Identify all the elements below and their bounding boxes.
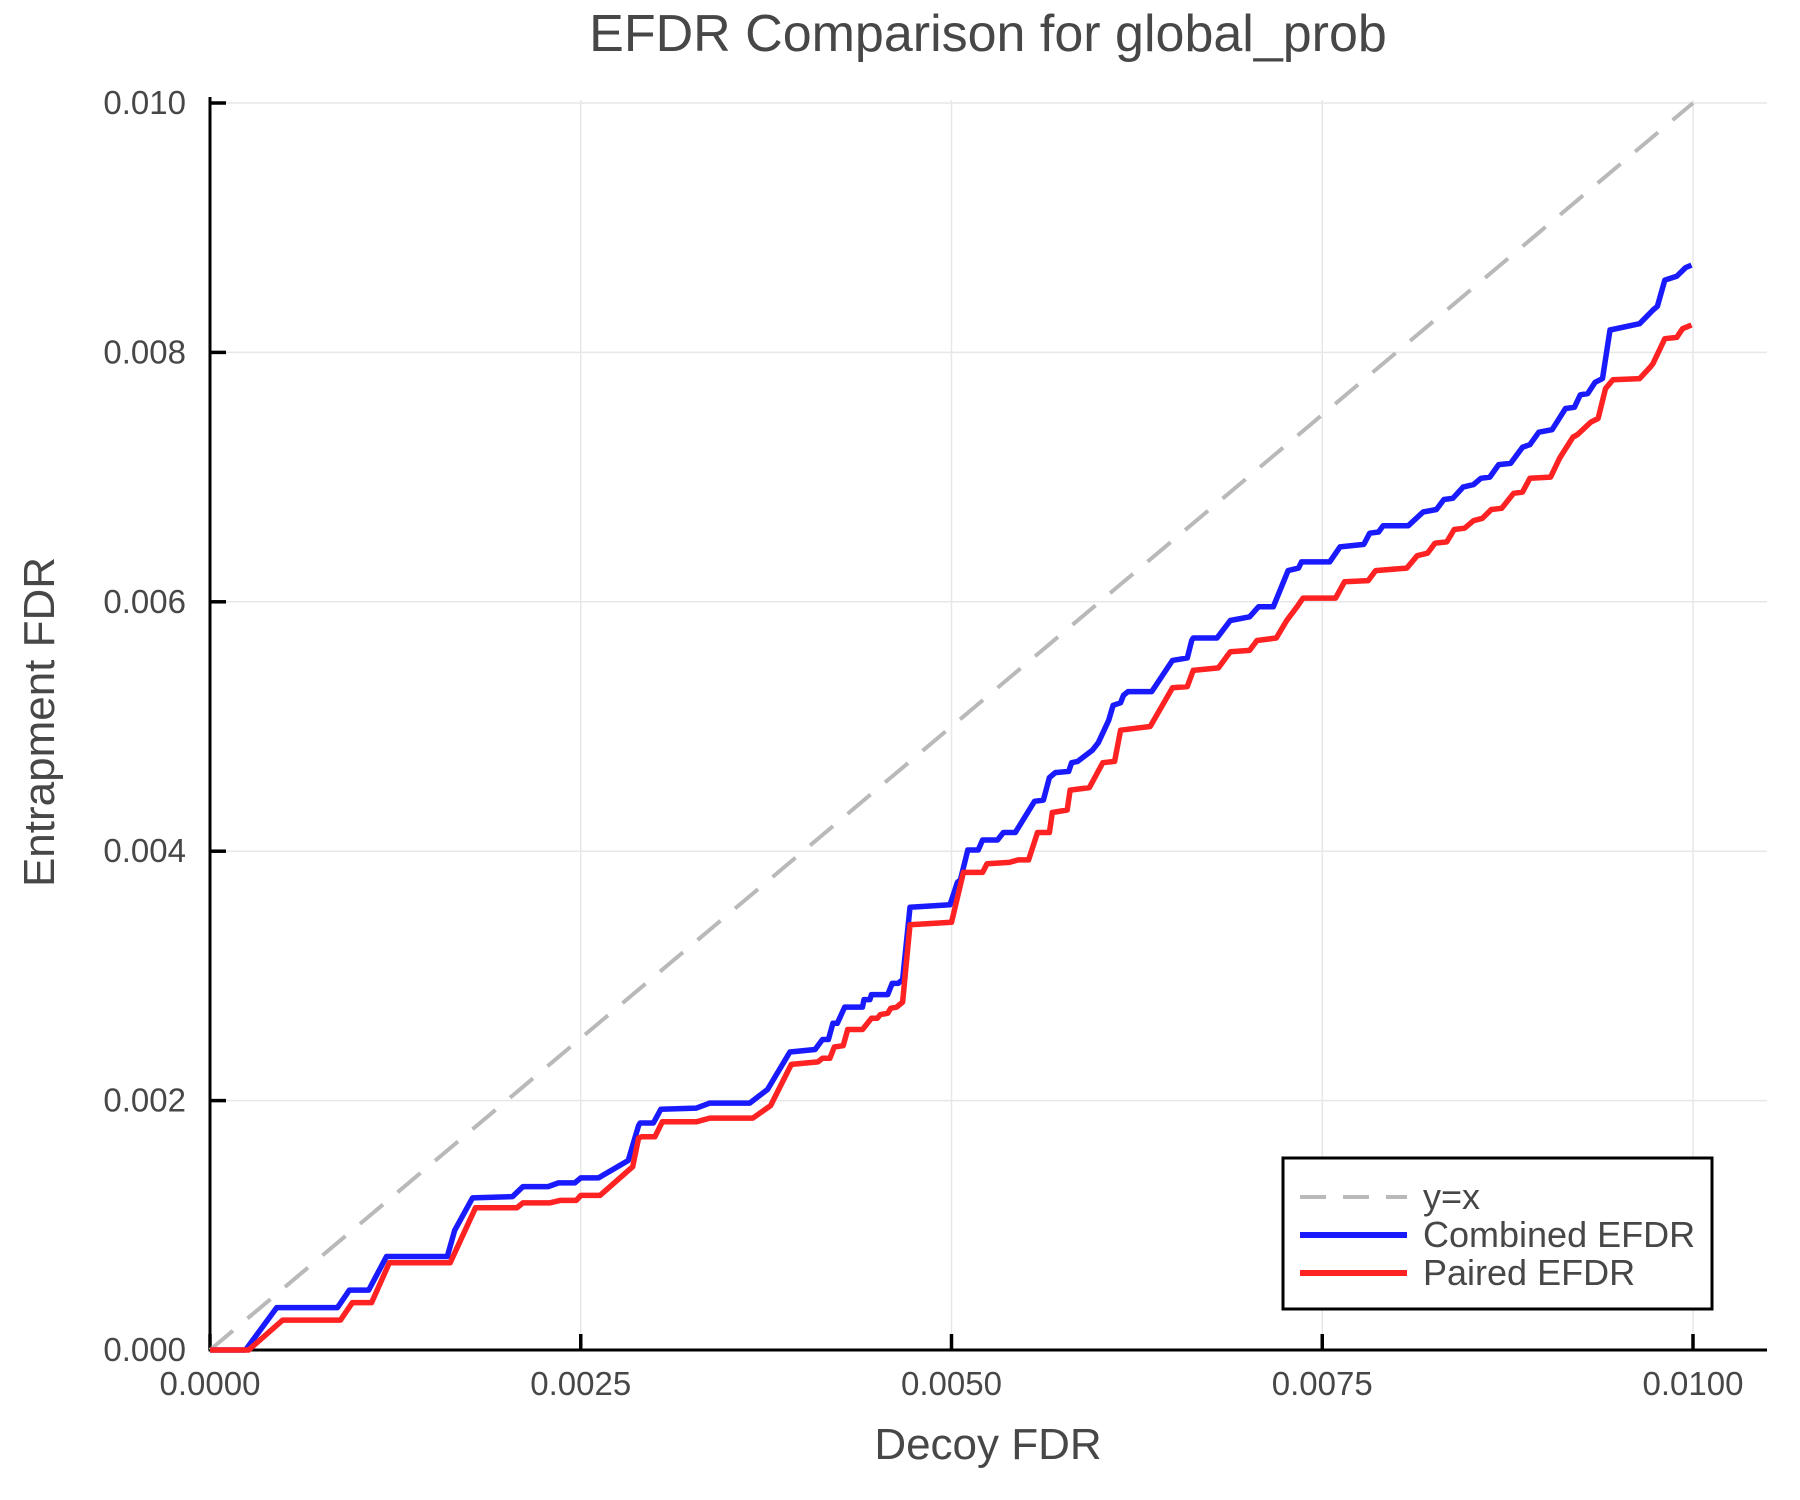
y-tick-label: 0.008: [103, 333, 186, 370]
series-line-combined-efdr: [210, 262, 1693, 1353]
y-axis-label: Entrapment FDR: [15, 556, 64, 888]
y-tick-label: 0.006: [103, 583, 186, 620]
legend-label: Combined EFDR: [1423, 1214, 1695, 1255]
y-tick-label: 0.010: [103, 84, 186, 121]
y-tick-label: 0.000: [103, 1331, 186, 1368]
legend-label: Paired EFDR: [1423, 1252, 1635, 1293]
x-tick-label: 0.0000: [160, 1365, 261, 1402]
x-axis-label: Decoy FDR: [874, 1420, 1102, 1469]
x-tick-label: 0.0025: [530, 1365, 631, 1402]
legend-label: y=x: [1423, 1176, 1480, 1217]
series-line-y-x: [208, 101, 1695, 1352]
chart-title: EFDR Comparison for global_prob: [589, 5, 1387, 63]
x-tick-label: 0.0050: [901, 1365, 1002, 1402]
series-line-paired-efdr: [210, 322, 1693, 1353]
y-tick-label: 0.004: [103, 832, 186, 869]
x-tick-label: 0.0100: [1643, 1365, 1744, 1402]
y-tick-label: 0.002: [103, 1082, 186, 1119]
x-tick-label: 0.0075: [1272, 1365, 1373, 1402]
